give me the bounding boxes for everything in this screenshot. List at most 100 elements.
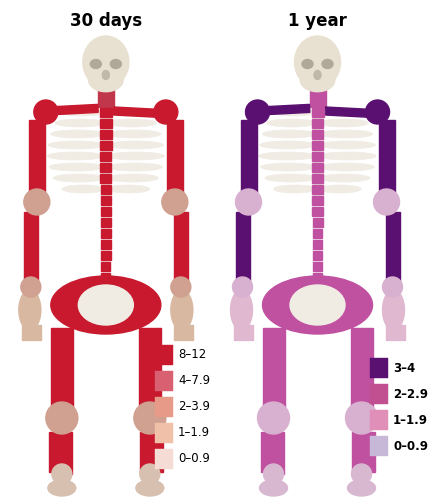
Bar	[139, 328, 161, 418]
Bar	[241, 325, 245, 340]
Bar	[325, 107, 375, 118]
Ellipse shape	[108, 152, 165, 160]
Bar	[174, 325, 177, 340]
Bar	[299, 285, 336, 315]
Ellipse shape	[300, 68, 335, 92]
Circle shape	[245, 100, 270, 124]
Ellipse shape	[319, 141, 375, 149]
Bar	[312, 141, 323, 150]
Bar	[309, 85, 326, 107]
Bar	[390, 325, 393, 340]
Circle shape	[171, 277, 191, 297]
Text: 4–7.9: 4–7.9	[178, 374, 210, 388]
Bar	[34, 325, 37, 340]
Bar	[140, 432, 158, 474]
Text: 1–1.9: 1–1.9	[178, 426, 210, 440]
Bar	[401, 325, 404, 340]
Bar	[114, 107, 164, 118]
Bar	[100, 108, 112, 117]
Ellipse shape	[260, 141, 316, 149]
Circle shape	[235, 189, 261, 215]
Bar	[370, 358, 388, 378]
Ellipse shape	[319, 108, 363, 116]
Bar	[22, 325, 25, 340]
Bar	[250, 325, 253, 340]
Bar	[24, 212, 38, 287]
Bar	[26, 325, 29, 340]
Bar	[352, 432, 369, 474]
Circle shape	[257, 402, 289, 434]
Bar	[101, 185, 111, 194]
Bar	[245, 325, 248, 340]
Bar	[241, 120, 257, 202]
Bar	[313, 240, 322, 249]
Ellipse shape	[267, 119, 316, 127]
Bar	[313, 229, 322, 238]
Ellipse shape	[108, 141, 164, 149]
Bar	[312, 152, 323, 161]
Bar	[100, 163, 111, 172]
Bar	[385, 325, 388, 340]
Circle shape	[232, 277, 253, 297]
Text: 1–1.9: 1–1.9	[393, 414, 428, 426]
Circle shape	[34, 100, 58, 124]
Bar	[101, 229, 111, 238]
Circle shape	[134, 402, 166, 434]
Circle shape	[365, 100, 390, 124]
Bar	[370, 436, 388, 456]
Circle shape	[52, 464, 72, 484]
Text: 3–4: 3–4	[393, 362, 415, 374]
Ellipse shape	[231, 290, 253, 330]
Bar	[235, 212, 250, 287]
Bar	[100, 130, 111, 139]
Ellipse shape	[51, 276, 161, 334]
Circle shape	[24, 189, 50, 215]
Ellipse shape	[78, 285, 133, 325]
Bar	[101, 207, 111, 216]
Bar	[313, 273, 322, 282]
Ellipse shape	[89, 68, 123, 92]
Bar	[178, 325, 181, 340]
Bar	[101, 218, 111, 227]
Ellipse shape	[102, 70, 109, 80]
Bar	[263, 328, 285, 418]
Ellipse shape	[274, 185, 316, 193]
Ellipse shape	[319, 119, 368, 127]
Bar	[394, 325, 397, 340]
Text: 0–0.9: 0–0.9	[393, 440, 428, 452]
Bar	[312, 163, 323, 172]
Bar	[102, 284, 110, 293]
Bar	[101, 251, 111, 260]
Ellipse shape	[110, 60, 121, 68]
Bar	[29, 120, 45, 202]
Circle shape	[21, 277, 41, 297]
Ellipse shape	[49, 163, 104, 171]
Bar	[312, 130, 323, 139]
Bar	[313, 251, 322, 260]
Bar	[312, 185, 323, 194]
Bar	[155, 423, 173, 443]
Ellipse shape	[48, 480, 76, 496]
Text: 8–12: 8–12	[178, 348, 206, 362]
Ellipse shape	[19, 290, 41, 330]
Ellipse shape	[108, 130, 161, 138]
Bar	[313, 284, 322, 293]
Ellipse shape	[47, 152, 104, 160]
Bar	[186, 325, 189, 340]
Ellipse shape	[48, 141, 104, 149]
Bar	[311, 119, 324, 128]
Bar	[260, 104, 310, 115]
Ellipse shape	[295, 36, 340, 88]
Bar	[397, 325, 400, 340]
Bar	[312, 107, 323, 197]
Text: 1 year: 1 year	[288, 12, 347, 30]
Circle shape	[140, 464, 160, 484]
Bar	[100, 174, 111, 183]
Circle shape	[162, 189, 188, 215]
Bar	[312, 196, 323, 205]
Ellipse shape	[259, 152, 316, 160]
Ellipse shape	[107, 185, 149, 193]
Bar	[260, 432, 267, 472]
Ellipse shape	[319, 130, 373, 138]
Bar	[368, 432, 375, 472]
